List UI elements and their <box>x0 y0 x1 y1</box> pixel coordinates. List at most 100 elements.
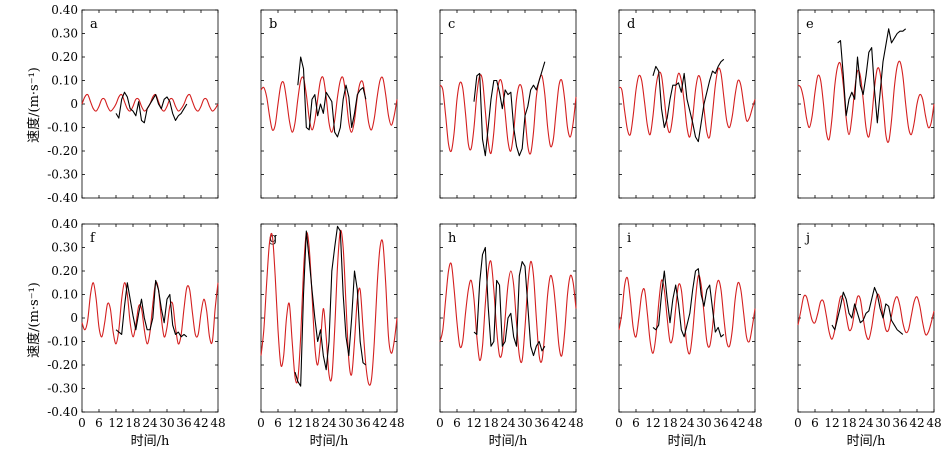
y-axis-title-top: 速度/(m·s⁻¹) <box>26 67 42 143</box>
y-tick-label: -0.10 <box>47 335 78 349</box>
x-tick-label: 6 <box>95 416 103 430</box>
y-tick-label: 0.40 <box>51 217 78 231</box>
x-tick-label: 30 <box>875 416 890 430</box>
y-tick-label: 0.20 <box>51 264 78 278</box>
panel-label: j <box>804 231 810 246</box>
model-series-line <box>260 229 398 386</box>
y-tick-label: 0.10 <box>51 288 78 302</box>
panel-label: h <box>448 231 457 246</box>
y-tick-label: 0.30 <box>51 241 78 255</box>
panel-label: b <box>269 17 277 32</box>
observed-series-line <box>294 225 367 387</box>
y-tick-label: 0 <box>70 311 78 325</box>
x-tick-label: 6 <box>274 416 282 430</box>
panel-h: 0 6 12 18 24 30 36 42 48 h 时间/h <box>436 223 584 449</box>
x-tick-label: 12 <box>287 416 302 430</box>
panel-d: d <box>618 9 756 199</box>
panel-frame <box>797 223 935 413</box>
x-tick-label: 6 <box>811 416 819 430</box>
x-tick-label: 36 <box>534 416 549 430</box>
x-tick-label: 0 <box>78 416 86 430</box>
x-tick-label: 0 <box>257 416 265 430</box>
x-tick-label: 30 <box>338 416 353 430</box>
x-tick-label: 48 <box>747 416 762 430</box>
panel-j: 0 6 12 18 24 30 36 42 48 j 时间/h <box>794 223 942 449</box>
x-tick-label: 42 <box>909 416 924 430</box>
y-tick-label: -0.10 <box>47 121 78 135</box>
y-tick-label: 0 <box>70 97 78 111</box>
x-tick-label: 6 <box>632 416 640 430</box>
x-tick-label: 18 <box>841 416 856 430</box>
panel-c: c <box>439 9 577 199</box>
x-tick-label: 12 <box>108 416 123 430</box>
model-series-line <box>797 60 935 143</box>
panel-frame <box>439 9 577 199</box>
panel-frame <box>618 9 756 199</box>
y-tick-label: -0.30 <box>47 382 78 396</box>
x-tick-label: 36 <box>713 416 728 430</box>
observed-series-line <box>652 268 725 338</box>
y-tick-label: -0.40 <box>47 405 78 419</box>
x-tick-label: 48 <box>389 416 404 430</box>
model-series-line <box>618 67 756 139</box>
x-tick-label: 18 <box>483 416 498 430</box>
x-tick-label: 0 <box>794 416 802 430</box>
x-axis-title: 时间/h <box>668 434 707 449</box>
observed-series-line <box>831 286 904 335</box>
y-tick-label: -0.30 <box>47 168 78 182</box>
x-tick-label: 0 <box>436 416 444 430</box>
model-series-line <box>439 74 577 155</box>
x-tick-label: 24 <box>679 416 695 430</box>
model-series-line <box>260 76 398 133</box>
x-tick-label: 24 <box>142 416 158 430</box>
y-axis-title-bottom: 速度/(m·s⁻¹) <box>26 282 42 358</box>
y-tick-label: 0.20 <box>51 50 78 64</box>
y-tick-label: 0.40 <box>51 3 78 17</box>
observed-series-line <box>115 91 188 124</box>
panel-frame <box>797 9 935 199</box>
x-tick-label: 18 <box>304 416 319 430</box>
x-tick-label: 12 <box>824 416 839 430</box>
x-tick-label: 42 <box>551 416 566 430</box>
x-tick-label: 42 <box>730 416 745 430</box>
x-tick-label: 24 <box>321 416 337 430</box>
x-tick-label: 24 <box>858 416 874 430</box>
y-tick-label: 0.10 <box>51 74 78 88</box>
panel-i: 0 6 12 18 24 30 36 42 48 i 时间/h <box>615 223 763 449</box>
x-tick-label: 6 <box>453 416 461 430</box>
panel-e: e <box>797 9 935 199</box>
x-tick-label: 18 <box>662 416 677 430</box>
panel-label: f <box>90 231 96 246</box>
observed-series-line <box>652 58 725 143</box>
model-series-line <box>81 93 219 112</box>
panel-label: c <box>448 17 455 32</box>
observed-series-line <box>297 56 367 138</box>
panel-label: d <box>627 17 635 32</box>
x-axis-title: 时间/h <box>847 434 886 449</box>
panel-b: b <box>260 9 398 199</box>
y-tick-label: 0.30 <box>51 27 78 41</box>
panels-group: 0.40 0.30 0.20 0.10 0 -0.10 -0.20 -0.30 -0.40 a b c… <box>47 3 941 449</box>
x-tick-label: 48 <box>210 416 225 430</box>
model-series-line <box>618 274 756 355</box>
observed-series-line <box>473 246 546 357</box>
panel-frame <box>81 223 219 413</box>
x-tick-label: 30 <box>159 416 174 430</box>
panel-frame <box>260 223 398 413</box>
x-tick-label: 42 <box>372 416 387 430</box>
panel-frame <box>618 223 756 413</box>
panel-label: e <box>806 17 814 32</box>
x-axis-title: 时间/h <box>310 434 349 449</box>
y-tick-label: -0.20 <box>47 144 78 158</box>
x-tick-label: 12 <box>466 416 481 430</box>
panel-label: a <box>90 17 98 32</box>
x-tick-label: 36 <box>176 416 191 430</box>
x-tick-label: 42 <box>193 416 208 430</box>
x-axis-title: 时间/h <box>131 434 170 449</box>
x-tick-label: 0 <box>615 416 623 430</box>
x-tick-label: 36 <box>355 416 370 430</box>
x-tick-label: 24 <box>500 416 516 430</box>
y-tick-label: -0.20 <box>47 358 78 372</box>
x-tick-label: 30 <box>517 416 532 430</box>
